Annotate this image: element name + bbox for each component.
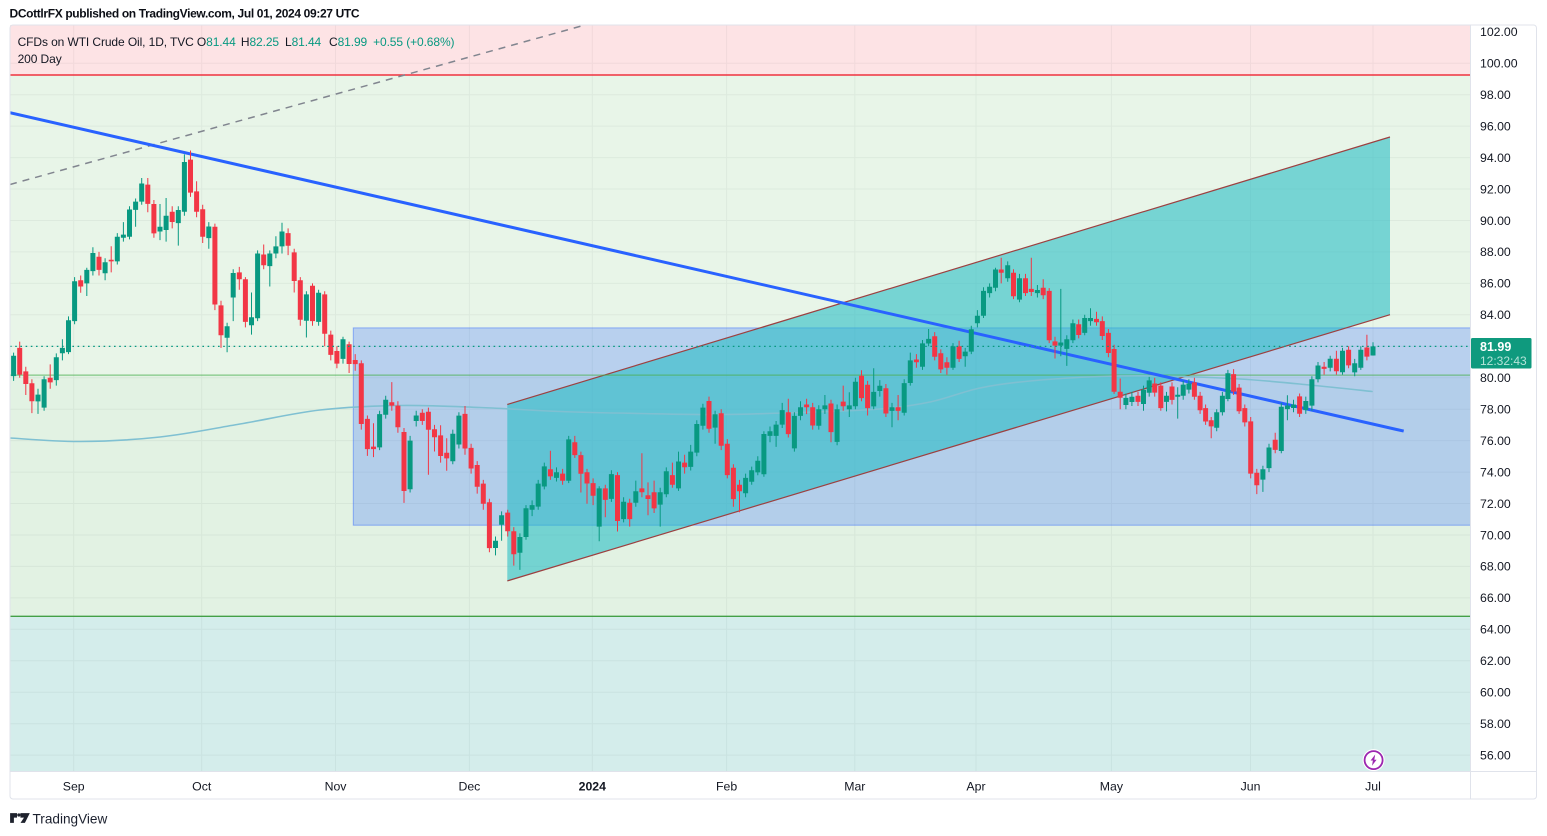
svg-text:Mar: Mar: [844, 780, 865, 794]
svg-text:58.00: 58.00: [1480, 717, 1511, 731]
svg-text:100.00: 100.00: [1480, 57, 1518, 71]
svg-text:DCottlrFX published on Trading: DCottlrFX published on TradingView.com, …: [10, 7, 360, 21]
svg-text:12:32:43: 12:32:43: [1480, 354, 1527, 368]
svg-text:86.00: 86.00: [1480, 277, 1511, 291]
svg-text:80.00: 80.00: [1480, 371, 1511, 385]
svg-text:81.99: 81.99: [1480, 340, 1511, 354]
svg-text:66.00: 66.00: [1480, 591, 1511, 605]
svg-text:Feb: Feb: [716, 780, 737, 794]
svg-text:Apr: Apr: [966, 780, 985, 794]
svg-text:74.00: 74.00: [1480, 465, 1511, 479]
svg-text:60.00: 60.00: [1480, 686, 1511, 700]
svg-text:Nov: Nov: [325, 780, 348, 794]
svg-text:68.00: 68.00: [1480, 560, 1511, 574]
svg-text:56.00: 56.00: [1480, 748, 1511, 762]
svg-text:Dec: Dec: [458, 780, 480, 794]
svg-text:78.00: 78.00: [1480, 403, 1511, 417]
svg-text:Sep: Sep: [63, 780, 85, 794]
svg-text:62.00: 62.00: [1480, 654, 1511, 668]
svg-text:92.00: 92.00: [1480, 182, 1511, 196]
svg-text:CFDs on WTI Crude Oil, 1D, TVC: CFDs on WTI Crude Oil, 1D, TVC: [18, 35, 195, 49]
svg-text:O81.44: O81.44: [197, 35, 236, 49]
svg-text:Jun: Jun: [1241, 780, 1261, 794]
svg-text:Oct: Oct: [192, 780, 212, 794]
svg-text:76.00: 76.00: [1480, 434, 1511, 448]
svg-text:H82.25: H82.25: [241, 35, 280, 49]
svg-text:2024: 2024: [579, 780, 607, 794]
svg-text:TradingView: TradingView: [33, 811, 108, 826]
svg-text:C81.99: C81.99: [329, 35, 368, 49]
svg-text:200 Day: 200 Day: [18, 52, 62, 66]
svg-text:96.00: 96.00: [1480, 119, 1511, 133]
svg-text:90.00: 90.00: [1480, 214, 1511, 228]
svg-text:102.00: 102.00: [1480, 25, 1518, 39]
svg-text:88.00: 88.00: [1480, 245, 1511, 259]
svg-text:+0.55 (+0.68%): +0.55 (+0.68%): [373, 35, 454, 49]
svg-text:L81.44: L81.44: [285, 35, 322, 49]
svg-text:64.00: 64.00: [1480, 623, 1511, 637]
svg-text:Jul: Jul: [1365, 780, 1381, 794]
svg-text:84.00: 84.00: [1480, 308, 1511, 322]
svg-text:May: May: [1100, 780, 1124, 794]
svg-text:70.00: 70.00: [1480, 528, 1511, 542]
svg-text:72.00: 72.00: [1480, 497, 1511, 511]
svg-text:98.00: 98.00: [1480, 88, 1511, 102]
svg-text:94.00: 94.00: [1480, 151, 1511, 165]
